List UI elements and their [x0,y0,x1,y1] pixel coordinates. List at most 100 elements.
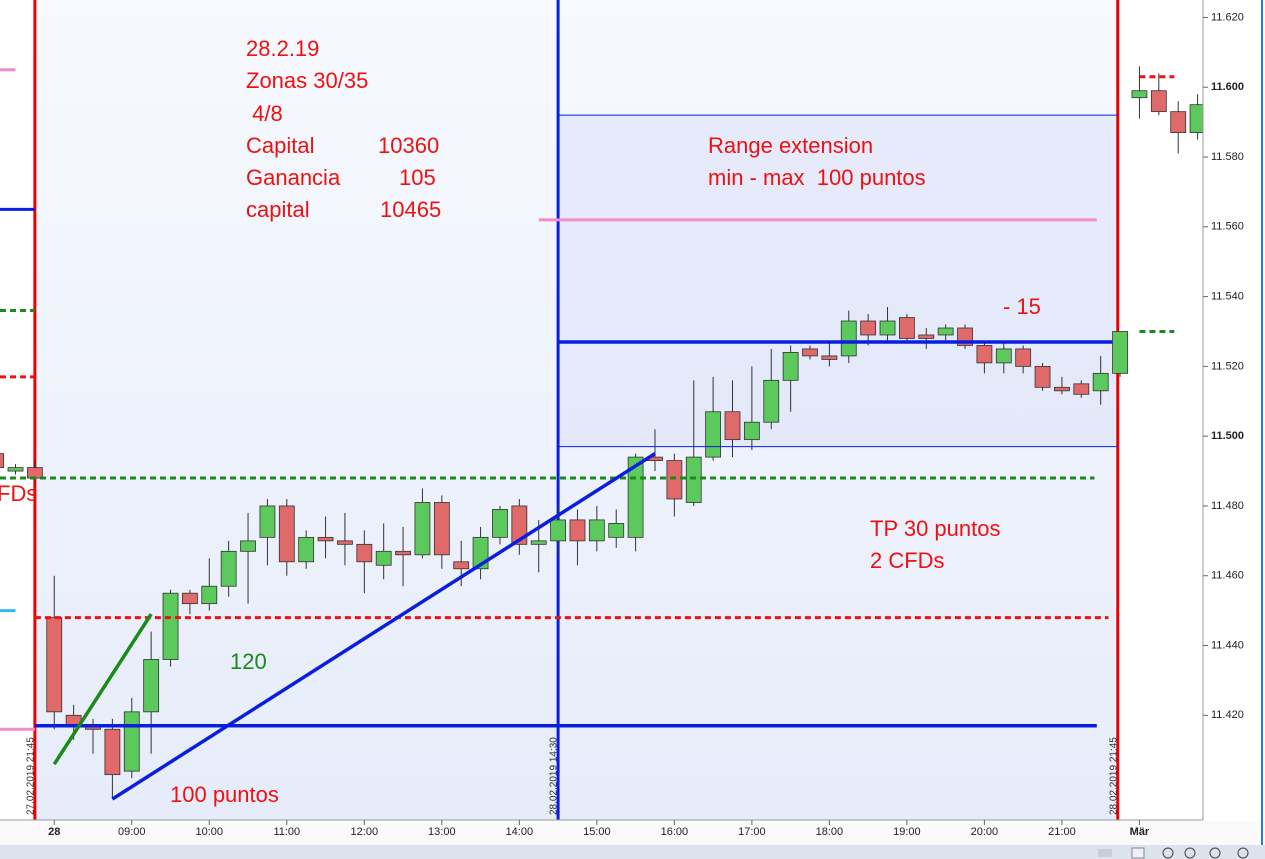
candle-body [608,523,625,538]
y-tick-label: 11.620 [1211,11,1244,23]
candle-body [724,411,741,441]
annotation: capital [246,197,310,222]
candle-body [278,505,295,563]
y-tick-label: 11.500 [1211,430,1244,442]
candle-body [492,509,508,538]
candle-body [918,334,935,339]
y-tick-label: 11.520 [1211,360,1244,372]
range-box [558,115,1118,447]
candle-body [1170,111,1187,133]
annotation: min - max 100 puntos [708,165,926,190]
x-tick-label: 09:00 [118,826,146,838]
candle-body [1092,372,1109,392]
annotation: TP 30 puntos [870,516,1000,541]
candle-body [782,352,799,381]
x-tick-label: 16:00 [661,826,689,838]
trendline [52,613,153,766]
annotation: FDs [0,481,37,506]
scroll-thumb[interactable] [1098,849,1112,857]
x-tick-label: Mär [1130,826,1150,838]
candle-body [840,320,857,357]
annotation: Zonas 30/35 [246,68,368,93]
y-tick-label: 11.420 [1211,709,1244,721]
candle-body [550,519,566,542]
candle-body [685,456,702,503]
candle-body [201,585,218,605]
y-tick-label: 11.480 [1211,500,1244,512]
annotation: 2 CFDs [870,548,945,573]
x-tick-label: 20:00 [971,826,999,838]
candle-body [879,320,896,336]
candle-body [26,467,43,479]
candle-body [860,320,877,336]
session-label: 27.02.2019 21:45 [26,737,37,815]
plot-area: 28.2.19 Zonas 30/35 4/8 Capital 10360 Gananc… [0,0,1203,820]
zoom-out-icon[interactable] [1209,847,1221,859]
x-tick-label: 12:00 [351,826,379,838]
x-tick-label: 10:00 [196,826,224,838]
y-tick-label: 11.460 [1211,570,1244,582]
y-tick-label: 11.600 [1211,81,1244,93]
candle-body [588,519,605,542]
candle-body [220,550,237,587]
x-tick-label: 11:00 [273,826,300,838]
zoom-in-icon[interactable] [1237,847,1249,859]
scrollbar[interactable] [0,845,1265,859]
x-tick-label: 28 [48,826,60,838]
candle-body [7,467,24,472]
candle-body [1015,348,1032,367]
annotation: 4/8 [246,101,283,126]
candle-body [182,592,198,605]
candle-body [414,502,431,556]
annotation: Capital [246,133,314,158]
candle-body [356,543,373,563]
candle-body [123,711,140,772]
candle-body [104,728,121,776]
candle-body [0,453,5,468]
candle-body [375,550,392,566]
x-tick-label: 13:00 [428,826,456,838]
y-tick-label: 11.440 [1211,639,1244,651]
candle-body [1073,383,1090,395]
candle-body [1034,365,1051,388]
candle-body [395,550,411,556]
x-tick-label: 14:00 [506,826,534,838]
candle-body [317,536,334,542]
session-label: 28.02.2019 14:30 [549,737,560,815]
annotation: Ganancia [246,165,341,190]
candle-body [453,561,470,570]
zoom-icon[interactable] [1162,847,1174,859]
x-axis-strip [0,821,1265,845]
candle-body [240,540,256,552]
candle-body [1054,386,1070,392]
candle-body [763,379,780,423]
annotation: 120 [230,649,267,674]
x-tick-label: 19:00 [893,826,921,838]
candle-body [511,505,528,545]
annotation: 28.2.19 [246,36,319,61]
candle-body [569,519,586,542]
candle-body [666,460,683,500]
candle-body [433,502,450,556]
candle-body [298,536,315,563]
candle-body [337,540,353,545]
trendline [111,452,656,801]
candle-body [821,355,838,360]
candle-body [162,592,179,660]
y-tick-label: 11.540 [1211,291,1244,303]
annotation: 10360 [378,133,439,158]
candle-body [899,317,915,339]
y-tick-label: 11.560 [1211,221,1244,233]
candle-body [1150,90,1167,113]
candle-body [1131,90,1148,99]
scroll-button[interactable] [1131,847,1145,859]
zoom-icon[interactable] [1184,847,1196,859]
candle-body [705,411,722,458]
candle-body [1189,104,1203,133]
candle-body [995,348,1012,364]
annotation: 100 puntos [170,782,279,807]
candle-body [976,345,993,364]
annotation: Range extension [708,133,873,158]
candle-body [46,617,63,713]
